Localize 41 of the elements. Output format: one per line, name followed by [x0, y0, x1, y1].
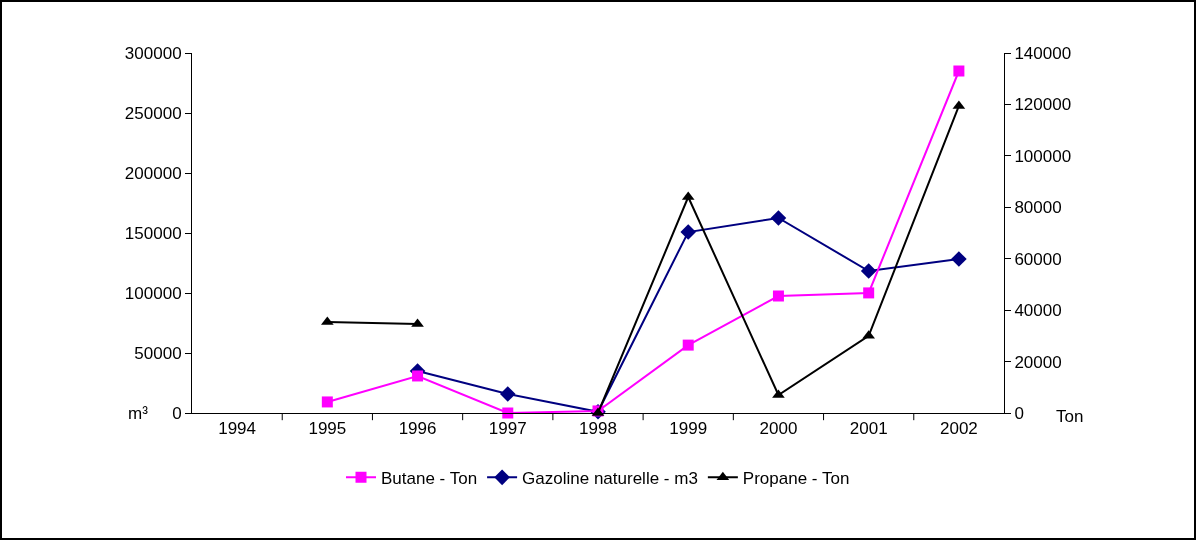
- y2-tick-label: 100000: [1014, 146, 1072, 166]
- y2-axis-title: Ton: [1056, 407, 1084, 426]
- point: [770, 210, 787, 226]
- point: [682, 339, 694, 351]
- point: [863, 287, 875, 299]
- point: [502, 407, 514, 419]
- x-tick-label: 1996: [398, 419, 437, 439]
- point: [951, 251, 967, 267]
- y-tick-label: 100000: [124, 283, 182, 303]
- y2-tick-label: 40000: [1014, 301, 1062, 321]
- y2-tick-label: 80000: [1014, 198, 1062, 218]
- y2-tick-label: 140000: [1014, 43, 1072, 63]
- y2-tick-label: 20000: [1014, 352, 1062, 372]
- x-tick-label: 1997: [488, 419, 527, 439]
- x-tick-label: 2001: [849, 419, 888, 439]
- point: [412, 370, 424, 382]
- point: [953, 65, 965, 77]
- point: [680, 224, 697, 240]
- point: [321, 396, 333, 408]
- point: [499, 386, 516, 402]
- x-tick-label: 1995: [308, 419, 347, 439]
- y-tick-label: 250000: [124, 103, 182, 123]
- y2-tick-label: 120000: [1014, 95, 1072, 115]
- point: [772, 290, 784, 302]
- y-tick-label: 300000: [124, 43, 182, 63]
- x-tick-label: 2002: [939, 419, 978, 439]
- legend-label: Butane - Ton: [381, 468, 478, 488]
- legend-label: Propane - Ton: [742, 468, 850, 488]
- x-tick-label: 1998: [579, 419, 617, 439]
- y2-tick-label: 60000: [1014, 249, 1062, 269]
- x-tick-label: 1999: [669, 419, 708, 439]
- y-tick-label: 150000: [124, 223, 182, 243]
- y-tick-label: 0: [172, 403, 182, 423]
- y-tick-label: 200000: [124, 163, 182, 183]
- x-tick-label: 1994: [218, 419, 257, 439]
- legend-label: Gazoline naturelle - m3: [522, 468, 698, 488]
- y2-tick-label: 0: [1014, 403, 1024, 423]
- x-tick-label: 2000: [759, 419, 798, 439]
- y-tick-label: 50000: [134, 343, 182, 363]
- y-axis-title: m³: [128, 404, 149, 423]
- point: [860, 263, 877, 279]
